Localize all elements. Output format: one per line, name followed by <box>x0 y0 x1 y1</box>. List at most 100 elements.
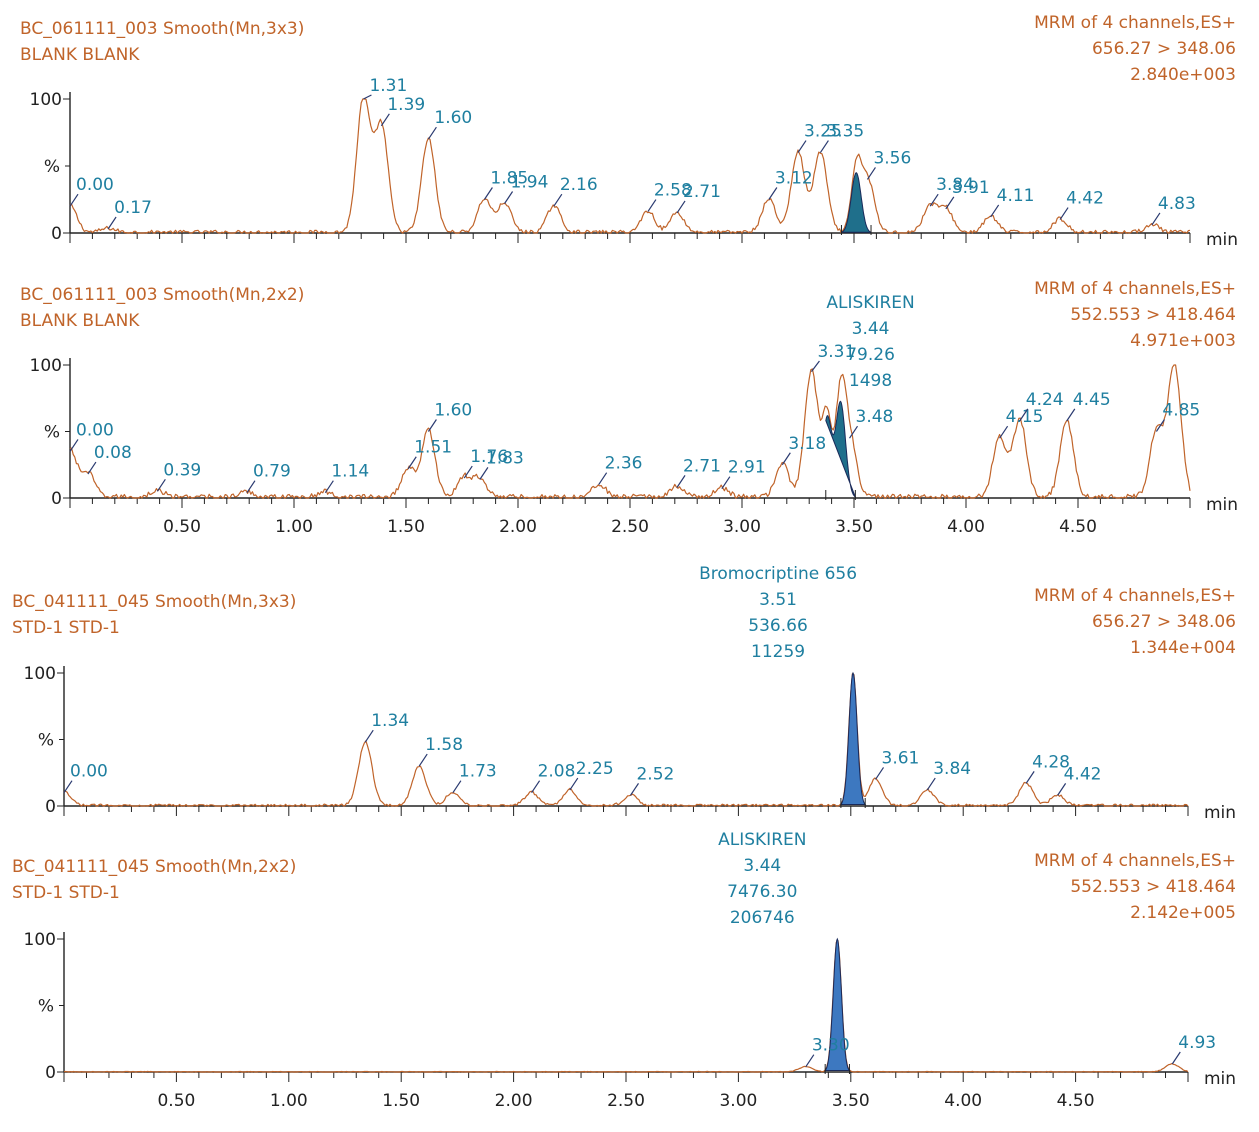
panel-channel: MRM of 4 channels,ES+ <box>1034 851 1236 871</box>
peak-leader <box>452 780 462 794</box>
peak-label: 2.36 <box>605 454 643 474</box>
peak-label: 3.35 <box>826 122 864 142</box>
x-axis-label: min <box>1204 1069 1236 1089</box>
y-axis-label: % <box>38 731 54 751</box>
panel-sample-name: BLANK BLANK <box>20 311 140 331</box>
chromatogram-panel-4: BC_041111_045 Smooth(Mn,2x2) STD-1 STD-1 M… <box>12 830 1236 1111</box>
peak-label: 3.31 <box>817 342 855 362</box>
peak-leader <box>569 777 579 791</box>
peak-area: 536.66 <box>748 616 807 636</box>
peak-label: 2.52 <box>636 764 674 784</box>
y-tick-label-100: 100 <box>30 90 62 110</box>
chromatogram-panel-1: BC_061111_003 Smooth(Mn,3x3) BLANK BLANK M… <box>20 13 1238 250</box>
peak-label: 0.08 <box>94 443 132 463</box>
peak-leader <box>1151 212 1161 226</box>
peak-leader <box>364 729 374 743</box>
peak-label: 1.60 <box>434 108 472 128</box>
y-axis-label: % <box>44 157 60 177</box>
x-tick-label: 2.50 <box>607 1091 645 1111</box>
peak-leader <box>107 216 117 230</box>
panel-transition: 552.553 > 418.464 <box>1070 305 1236 325</box>
peak-height: 1498 <box>849 371 892 391</box>
x-tick-label: 1.50 <box>387 517 425 537</box>
x-tick-label: 3.50 <box>832 1091 870 1111</box>
chromatogram-trace <box>69 364 1191 499</box>
panel-title: BC_061111_003 Smooth(Mn,3x3) <box>20 19 304 39</box>
peak-leader <box>69 193 79 207</box>
panel-intensity: 2.142e+005 <box>1130 903 1236 923</box>
peak-label: 1.76 <box>470 447 508 467</box>
panel-title: BC_061111_003 Smooth(Mn,2x2) <box>20 285 304 305</box>
peak-label: 3.84 <box>933 759 971 779</box>
peak-label: 4.42 <box>1064 764 1102 784</box>
peak-leader <box>999 425 1009 439</box>
peak-area: 79.26 <box>846 345 895 365</box>
y-tick-label-0: 0 <box>51 224 62 244</box>
peak-label: 1.73 <box>459 762 497 782</box>
panel-title: BC_041111_045 Smooth(Mn,2x2) <box>12 857 296 877</box>
peak-leader <box>1066 408 1076 422</box>
peak-label: 4.93 <box>1178 1033 1216 1053</box>
peak-leader <box>427 126 437 140</box>
peak-leader <box>1155 419 1165 432</box>
peak-label: 3.30 <box>812 1036 850 1056</box>
chromatogram-trace <box>63 673 1189 807</box>
peak-label: 2.16 <box>560 175 598 195</box>
peak-label: 3.84 <box>936 175 974 195</box>
panel-sample-name: STD-1 STD-1 <box>12 883 120 903</box>
peak-leader <box>483 187 493 200</box>
peak-leader <box>810 360 820 373</box>
x-tick-label: 2.00 <box>495 1091 533 1111</box>
x-tick-label: 1.00 <box>270 1091 308 1111</box>
x-tick-label: 3.50 <box>835 517 873 537</box>
peak-leader <box>156 479 166 492</box>
peak-leader <box>553 193 563 207</box>
x-tick-label: 4.00 <box>944 1091 982 1111</box>
peak-label: 1.83 <box>486 448 524 468</box>
peak-leader <box>926 777 936 791</box>
peak-label: 1.85 <box>490 169 528 189</box>
peak-label: 1.39 <box>387 95 425 115</box>
peak-leader <box>990 204 1000 218</box>
peak-leader <box>479 467 489 480</box>
integrated-peak <box>841 172 872 233</box>
peak-label: 3.12 <box>775 169 813 189</box>
peak-label: 4.11 <box>997 186 1035 206</box>
peak-label: 0.00 <box>76 420 114 440</box>
chromatogram-trace <box>69 98 1191 234</box>
peak-label: 0.17 <box>114 198 152 218</box>
peak-label: 1.31 <box>369 76 407 96</box>
peak-retention-time: 3.51 <box>759 590 797 610</box>
peak-label: 2.71 <box>683 456 721 476</box>
peak-leader <box>781 452 791 466</box>
peak-leader <box>676 475 686 488</box>
peak-label: 1.60 <box>434 401 472 421</box>
peak-label: 0.39 <box>163 460 201 480</box>
integrated-peak <box>839 671 867 805</box>
peak-label: 4.85 <box>1162 401 1200 421</box>
peak-leader <box>797 140 807 153</box>
peak-name: ALISKIREN <box>718 830 806 850</box>
panel-transition: 552.553 > 418.464 <box>1070 877 1236 897</box>
peak-label: 3.18 <box>788 434 826 454</box>
panel-transition: 656.27 > 348.06 <box>1092 39 1236 59</box>
x-axis-label: min <box>1206 230 1238 250</box>
peak-label: 2.71 <box>683 182 721 202</box>
peak-leader <box>418 753 428 767</box>
peak-leader <box>629 783 639 796</box>
peak-label: 4.28 <box>1032 752 1070 772</box>
panel-channel: MRM of 4 channels,ES+ <box>1034 586 1236 606</box>
peak-label: 0.00 <box>76 175 114 195</box>
panel-intensity: 2.840e+003 <box>1130 65 1236 85</box>
peak-label: 4.83 <box>1158 194 1196 214</box>
peak-label: 1.94 <box>511 173 549 193</box>
peak-label: 3.56 <box>873 148 911 168</box>
peak-label: 3.25 <box>804 122 842 142</box>
peak-leader <box>1057 783 1067 796</box>
panel-intensity: 1.344e+004 <box>1130 638 1236 658</box>
chromatogram-panel-3: BC_041111_045 Smooth(Mn,3x3) STD-1 STD-1 M… <box>12 564 1236 823</box>
peak-leader <box>1059 207 1069 220</box>
x-tick-label: 3.00 <box>723 517 761 537</box>
